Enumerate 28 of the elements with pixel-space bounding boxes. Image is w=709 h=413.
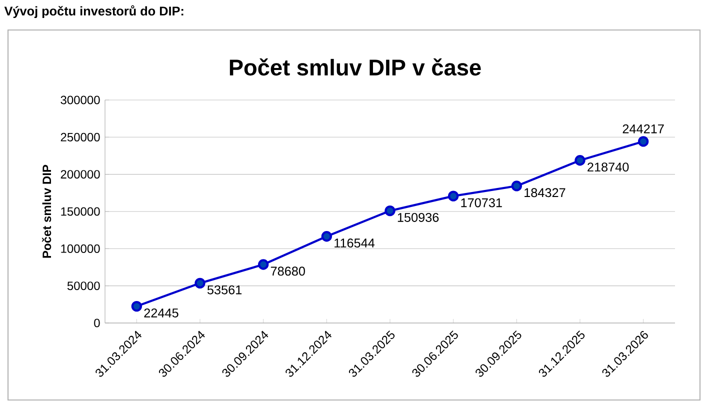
point: [511, 180, 522, 192]
y-tick-label: 0: [94, 318, 100, 328]
chart-subtitle: Počet smluv DIP v čase: [230, 58, 481, 76]
point: [194, 278, 206, 289]
y-tick-label: 200000: [60, 170, 100, 179]
data-label: 184327: [524, 188, 566, 198]
data-label: 150936: [398, 212, 439, 222]
data-label: 244217: [622, 124, 664, 134]
y-tick-label: 250000: [60, 132, 100, 142]
data-label: 53561: [207, 285, 242, 294]
data-label: 78680: [270, 266, 305, 276]
data-label: 22445: [144, 308, 178, 318]
data-label: 218740: [588, 162, 629, 172]
y-tick-label: 300000: [60, 96, 100, 104]
y-tick-label: 50000: [67, 282, 100, 290]
y-tick-label: 150000: [61, 207, 100, 216]
y-axis-title: Počet smluv DIP: [42, 164, 52, 258]
point: [321, 231, 332, 242]
chart-title: Vývoj počtu investorů do DIP:: [4, 5, 184, 18]
point: [258, 259, 269, 270]
point: [638, 136, 649, 147]
point: [384, 205, 396, 216]
y-tick-label: 100000: [61, 244, 100, 253]
data-label: 170731: [461, 198, 502, 208]
point: [574, 155, 586, 166]
point: [448, 190, 459, 202]
point: [131, 300, 142, 312]
data-label: 116544: [334, 238, 375, 248]
